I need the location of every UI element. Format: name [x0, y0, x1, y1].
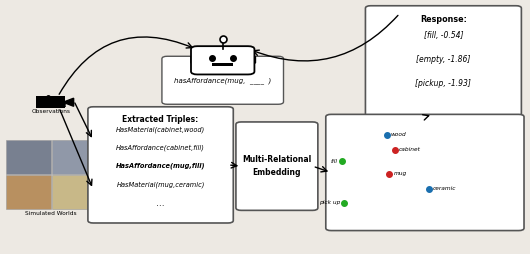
FancyBboxPatch shape — [162, 56, 284, 104]
Text: Real-World
Observations: Real-World Observations — [31, 103, 70, 114]
Text: Multi-Relational
Embedding: Multi-Relational Embedding — [242, 155, 312, 177]
FancyBboxPatch shape — [52, 175, 98, 209]
Text: Simulated Worlds: Simulated Worlds — [25, 211, 77, 216]
Text: pick up: pick up — [319, 200, 340, 205]
FancyBboxPatch shape — [52, 140, 98, 174]
FancyBboxPatch shape — [326, 114, 524, 231]
FancyBboxPatch shape — [6, 175, 51, 209]
Polygon shape — [63, 98, 74, 106]
Text: ceramic: ceramic — [433, 186, 457, 192]
FancyBboxPatch shape — [191, 57, 199, 63]
FancyBboxPatch shape — [212, 63, 233, 66]
Text: ...: ... — [156, 199, 165, 208]
FancyBboxPatch shape — [366, 6, 522, 117]
Text: Query:: Query: — [208, 64, 237, 73]
Text: HasMaterial(mug,ceramic): HasMaterial(mug,ceramic) — [117, 181, 205, 188]
Text: [empty, -1.86]: [empty, -1.86] — [416, 55, 471, 64]
Text: wood: wood — [391, 132, 407, 137]
Text: [fill, -0.54]: [fill, -0.54] — [423, 31, 463, 40]
Text: hasAffordance(mug,  ____  ): hasAffordance(mug, ____ ) — [174, 78, 271, 85]
FancyBboxPatch shape — [88, 107, 233, 223]
FancyBboxPatch shape — [6, 140, 51, 174]
Text: Response:: Response: — [420, 14, 467, 24]
Text: HasAffordance(mug,fill): HasAffordance(mug,fill) — [116, 163, 205, 169]
FancyBboxPatch shape — [236, 122, 318, 210]
Text: fill: fill — [330, 158, 338, 164]
Text: mug: mug — [393, 171, 407, 176]
FancyBboxPatch shape — [191, 46, 254, 74]
Text: HasAffordance(cabinet,fill): HasAffordance(cabinet,fill) — [116, 145, 205, 151]
FancyBboxPatch shape — [36, 96, 65, 108]
Text: Extracted Triples:: Extracted Triples: — [122, 115, 199, 124]
FancyBboxPatch shape — [247, 57, 255, 63]
Text: cabinet: cabinet — [399, 147, 421, 152]
Text: HasMaterial(cabinet,wood): HasMaterial(cabinet,wood) — [116, 126, 205, 133]
Text: [pickup, -1.93]: [pickup, -1.93] — [416, 79, 471, 88]
